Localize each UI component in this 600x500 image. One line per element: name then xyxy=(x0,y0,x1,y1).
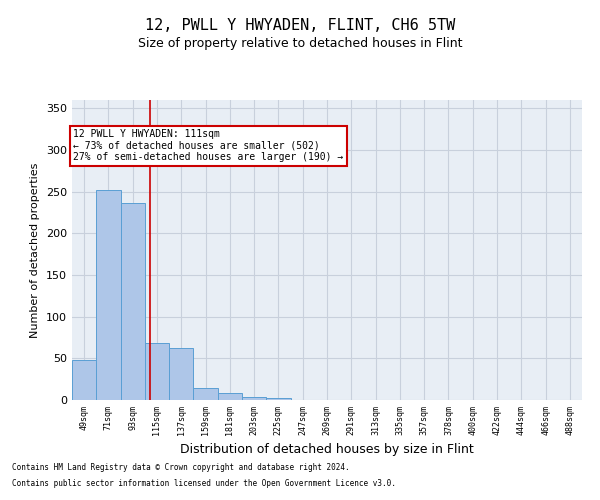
Bar xyxy=(72,360,96,400)
Bar xyxy=(121,204,145,400)
Bar xyxy=(266,398,290,400)
Text: 12, PWLL Y HWYADEN, FLINT, CH6 5TW: 12, PWLL Y HWYADEN, FLINT, CH6 5TW xyxy=(145,18,455,32)
Bar xyxy=(242,396,266,400)
Y-axis label: Number of detached properties: Number of detached properties xyxy=(31,162,40,338)
Bar xyxy=(193,388,218,400)
X-axis label: Distribution of detached houses by size in Flint: Distribution of detached houses by size … xyxy=(180,443,474,456)
Text: Contains HM Land Registry data © Crown copyright and database right 2024.: Contains HM Land Registry data © Crown c… xyxy=(12,464,350,472)
Bar xyxy=(169,348,193,400)
Text: Size of property relative to detached houses in Flint: Size of property relative to detached ho… xyxy=(138,38,462,51)
Text: 12 PWLL Y HWYADEN: 111sqm
← 73% of detached houses are smaller (502)
27% of semi: 12 PWLL Y HWYADEN: 111sqm ← 73% of detac… xyxy=(73,129,343,162)
Text: Contains public sector information licensed under the Open Government Licence v3: Contains public sector information licen… xyxy=(12,478,396,488)
Bar xyxy=(145,344,169,400)
Bar xyxy=(96,190,121,400)
Bar xyxy=(218,394,242,400)
